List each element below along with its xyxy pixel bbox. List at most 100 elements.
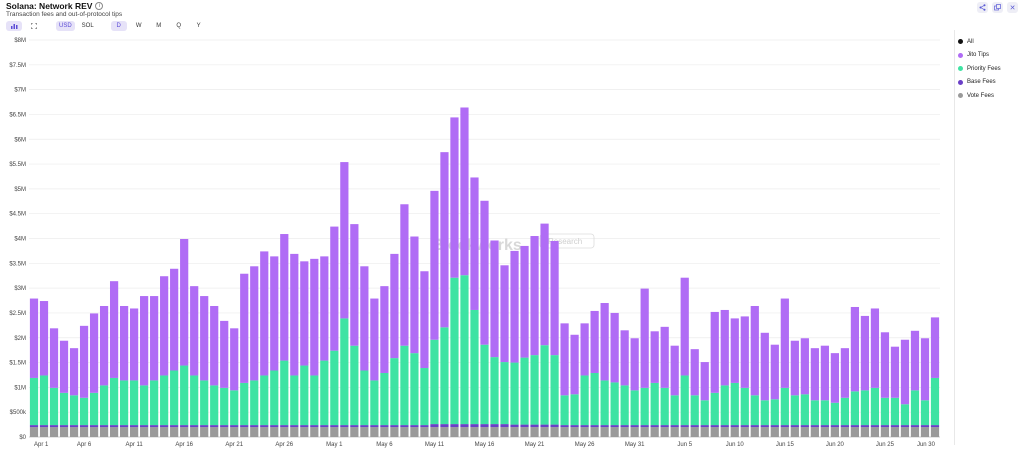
bar-priority-fees[interactable] <box>59 392 69 426</box>
bar-priority-fees[interactable] <box>720 385 729 426</box>
bar-priority-fees[interactable] <box>620 385 629 426</box>
bar-priority-fees[interactable] <box>260 375 269 426</box>
bar-jito-tips[interactable] <box>260 251 269 376</box>
bar-jito-tips[interactable] <box>460 107 469 276</box>
bar-priority-fees[interactable] <box>280 360 289 426</box>
bar-priority-fees[interactable] <box>780 387 789 426</box>
bar-base-fees[interactable] <box>810 425 819 428</box>
bar-priority-fees[interactable] <box>820 400 829 426</box>
bar-base-fees[interactable] <box>39 425 49 428</box>
bar-priority-fees[interactable] <box>270 370 279 426</box>
legend-item-priority-fees[interactable]: Priority Fees <box>958 62 1018 76</box>
bar-vote-fees[interactable] <box>430 427 439 437</box>
bar-jito-tips[interactable] <box>180 239 189 366</box>
bar-vote-fees[interactable] <box>420 427 429 437</box>
bar-jito-tips[interactable] <box>420 271 429 369</box>
bar-priority-fees[interactable] <box>900 404 910 426</box>
bar-base-fees[interactable] <box>590 425 599 428</box>
legend-item-base-fees[interactable]: Base Fees <box>958 76 1018 90</box>
bar-priority-fees[interactable] <box>610 382 619 426</box>
bar-base-fees[interactable] <box>380 425 389 428</box>
bar-vote-fees[interactable] <box>660 427 669 437</box>
bar-base-fees[interactable] <box>350 425 359 428</box>
bar-base-fees[interactable] <box>69 425 79 428</box>
bar-jito-tips[interactable] <box>880 332 890 398</box>
bar-jito-tips[interactable] <box>660 326 669 388</box>
bar-jito-tips[interactable] <box>270 256 279 371</box>
bar-priority-fees[interactable] <box>770 399 779 426</box>
bar-priority-fees[interactable] <box>29 377 39 426</box>
bar-base-fees[interactable] <box>29 425 39 428</box>
bar-base-fees[interactable] <box>600 425 609 428</box>
bar-jito-tips[interactable] <box>560 323 569 396</box>
bar-jito-tips[interactable] <box>230 328 239 391</box>
bar-base-fees[interactable] <box>360 425 369 428</box>
bar-jito-tips[interactable] <box>440 152 449 328</box>
bar-priority-fees[interactable] <box>420 368 429 426</box>
bar-jito-tips[interactable] <box>360 266 369 371</box>
bar-priority-fees[interactable] <box>860 390 870 426</box>
bar-base-fees[interactable] <box>900 425 910 428</box>
bar-priority-fees[interactable] <box>350 345 359 426</box>
bar-jito-tips[interactable] <box>590 310 599 373</box>
bar-vote-fees[interactable] <box>720 427 729 437</box>
bar-vote-fees[interactable] <box>790 427 799 437</box>
bar-jito-tips[interactable] <box>700 362 709 401</box>
bar-base-fees[interactable] <box>870 425 880 428</box>
bar-base-fees[interactable] <box>890 425 900 428</box>
bar-priority-fees[interactable] <box>310 375 319 426</box>
bar-priority-fees[interactable] <box>480 344 489 425</box>
bar-jito-tips[interactable] <box>580 323 589 376</box>
bar-base-fees[interactable] <box>370 425 379 428</box>
bar-base-fees[interactable] <box>710 425 719 428</box>
bar-vote-fees[interactable] <box>380 427 389 437</box>
bar-vote-fees[interactable] <box>700 427 709 437</box>
bar-priority-fees[interactable] <box>190 375 199 426</box>
bar-jito-tips[interactable] <box>290 253 299 376</box>
bar-vote-fees[interactable] <box>750 427 759 437</box>
bar-vote-fees[interactable] <box>760 427 769 437</box>
bar-priority-fees[interactable] <box>790 395 799 426</box>
bar-priority-fees[interactable] <box>540 345 549 425</box>
bar-vote-fees[interactable] <box>300 427 309 437</box>
bar-jito-tips[interactable] <box>470 177 479 310</box>
bar-vote-fees[interactable] <box>440 427 449 437</box>
bar-base-fees[interactable] <box>340 425 349 428</box>
bar-jito-tips[interactable] <box>850 306 860 392</box>
bar-priority-fees[interactable] <box>840 397 849 426</box>
bar-vote-fees[interactable] <box>590 427 599 437</box>
bar-jito-tips[interactable] <box>150 296 159 381</box>
bar-jito-tips[interactable] <box>210 305 219 386</box>
bar-base-fees[interactable] <box>410 425 419 428</box>
bar-base-fees[interactable] <box>720 425 729 428</box>
bar-jito-tips[interactable] <box>760 332 769 401</box>
bar-base-fees[interactable] <box>920 425 930 428</box>
bar-jito-tips[interactable] <box>200 296 209 381</box>
bar-vote-fees[interactable] <box>520 427 529 437</box>
bar-jito-tips[interactable] <box>380 286 389 373</box>
bar-base-fees[interactable] <box>780 425 789 428</box>
bar-priority-fees[interactable] <box>390 358 399 426</box>
bar-base-fees[interactable] <box>300 425 309 428</box>
bar-base-fees[interactable] <box>820 425 829 428</box>
bar-priority-fees[interactable] <box>79 397 89 426</box>
bar-priority-fees[interactable] <box>560 395 569 426</box>
bar-vote-fees[interactable] <box>920 427 930 437</box>
legend-item-all[interactable]: All <box>958 35 1018 49</box>
bar-base-fees[interactable] <box>550 424 559 428</box>
bar-base-fees[interactable] <box>500 424 509 428</box>
bar-base-fees[interactable] <box>390 425 399 428</box>
bar-priority-fees[interactable] <box>750 395 759 426</box>
bar-base-fees[interactable] <box>109 425 119 428</box>
bar-base-fees[interactable] <box>250 425 259 428</box>
bar-priority-fees[interactable] <box>600 380 609 426</box>
bar-priority-fees[interactable] <box>120 380 129 426</box>
bar-vote-fees[interactable] <box>780 427 789 437</box>
bar-base-fees[interactable] <box>430 424 439 428</box>
bar-base-fees[interactable] <box>610 425 619 428</box>
bar-priority-fees[interactable] <box>570 394 579 426</box>
bar-vote-fees[interactable] <box>770 427 779 437</box>
bar-base-fees[interactable] <box>830 425 839 428</box>
bar-priority-fees[interactable] <box>680 375 689 426</box>
bar-priority-fees[interactable] <box>360 370 369 426</box>
